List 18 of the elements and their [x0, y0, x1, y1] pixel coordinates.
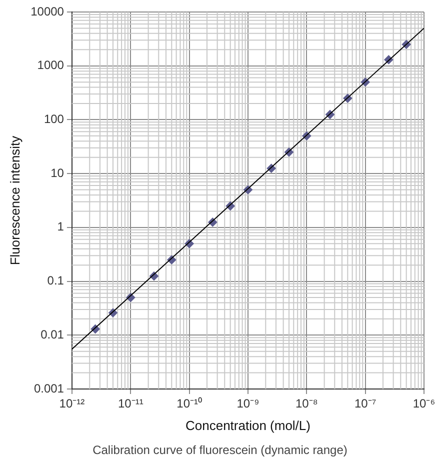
x-tick-label: 10⁻⁸ — [295, 396, 318, 411]
x-tick-label: 10⁻¹¹ — [118, 396, 144, 411]
y-tick-label: 0.001 — [34, 381, 64, 396]
y-tick-label: 10 — [50, 166, 64, 180]
y-tick-label: 10000 — [30, 4, 64, 18]
x-tick-label: 10⁻⁹ — [236, 396, 260, 411]
y-tick-label: 1000 — [37, 58, 64, 72]
x-tick-label: 10⁻¹² — [59, 396, 85, 411]
y-tick-label: 0.1 — [47, 274, 64, 288]
y-tick-label: 100 — [44, 112, 64, 126]
x-tick-label: 10⁻⁷ — [354, 396, 376, 411]
y-axis-title: Fluorescence intensity — [7, 135, 22, 266]
text: Calibration curve of fluorescein (dynamic range) — [92, 443, 348, 457]
x-tick-label: 10⁻⁶ — [412, 396, 436, 411]
x-tick-label: 10⁻¹⁰ — [176, 396, 202, 411]
y-tick-label: 1 — [57, 220, 64, 234]
y-tick-label: 0.01 — [40, 327, 64, 342]
x-axis-title: Concentration (mol/L) — [185, 418, 310, 433]
